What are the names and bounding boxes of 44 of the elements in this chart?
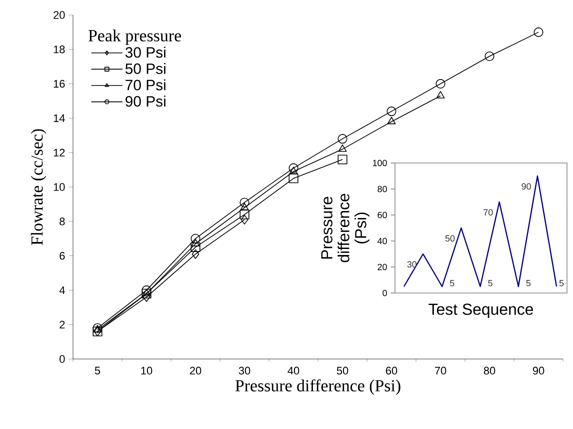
y-tick-label: 18: [54, 46, 65, 54]
legend-label: 50 Psi: [125, 63, 166, 74]
y-tick-label: 6: [60, 252, 65, 260]
x-tick-label: 60: [386, 366, 398, 375]
y-tick-label: 20: [54, 11, 65, 19]
y-tick-label: 4: [59, 286, 65, 294]
legend-label: 90 Psi: [126, 96, 166, 107]
y-tick-label: 20: [378, 264, 387, 270]
y-tick-label: 14: [54, 114, 65, 122]
data-label: 5: [488, 280, 492, 286]
x-tick-label: 80: [484, 366, 496, 375]
y-tick-label: 8: [60, 218, 65, 226]
y-tick-label: 2: [60, 320, 65, 328]
y-tick-label: 0: [382, 290, 387, 296]
x-tick-label: 5: [94, 366, 100, 374]
y-tick-label: 12: [54, 148, 65, 156]
y-tick-label: 60: [378, 212, 387, 218]
legend-label: 30 Psi: [125, 46, 166, 58]
x-tick-label: 40: [288, 366, 300, 375]
y-tick-label: 0: [60, 355, 65, 363]
x-tick-label: 90: [532, 366, 544, 375]
data-label: 5: [450, 280, 454, 286]
x-tick-label: 20: [190, 366, 202, 375]
data-label: 70: [484, 209, 493, 216]
x-tick-label: 10: [141, 366, 152, 375]
y-axis-title: Pressure difference (Psi): [321, 194, 370, 262]
data-label: 5: [526, 280, 531, 286]
y-tick-label: 16: [54, 80, 65, 88]
x-tick-label: 70: [434, 366, 446, 375]
data-label: 90: [522, 183, 531, 190]
legend-label: 70 Psi: [126, 79, 166, 90]
x-tick-label: 30: [238, 366, 250, 375]
data-label: 30: [407, 261, 416, 268]
y-tick-label: 100: [372, 160, 387, 166]
y-tick-label: 10: [54, 183, 65, 191]
x-axis-title: Pressure difference (Psi): [235, 379, 400, 395]
y-tick-label: 40: [377, 238, 387, 244]
y-tick-label: 80: [378, 186, 387, 192]
y-axis-title: Flowrate (cc/sec): [30, 129, 46, 246]
data-label: 5: [559, 280, 564, 286]
data-label: 50: [445, 235, 455, 242]
legend-title: Peak pressure: [88, 30, 182, 45]
x-axis-title: Test Sequence: [428, 304, 534, 318]
x-tick-label: 50: [336, 366, 348, 375]
